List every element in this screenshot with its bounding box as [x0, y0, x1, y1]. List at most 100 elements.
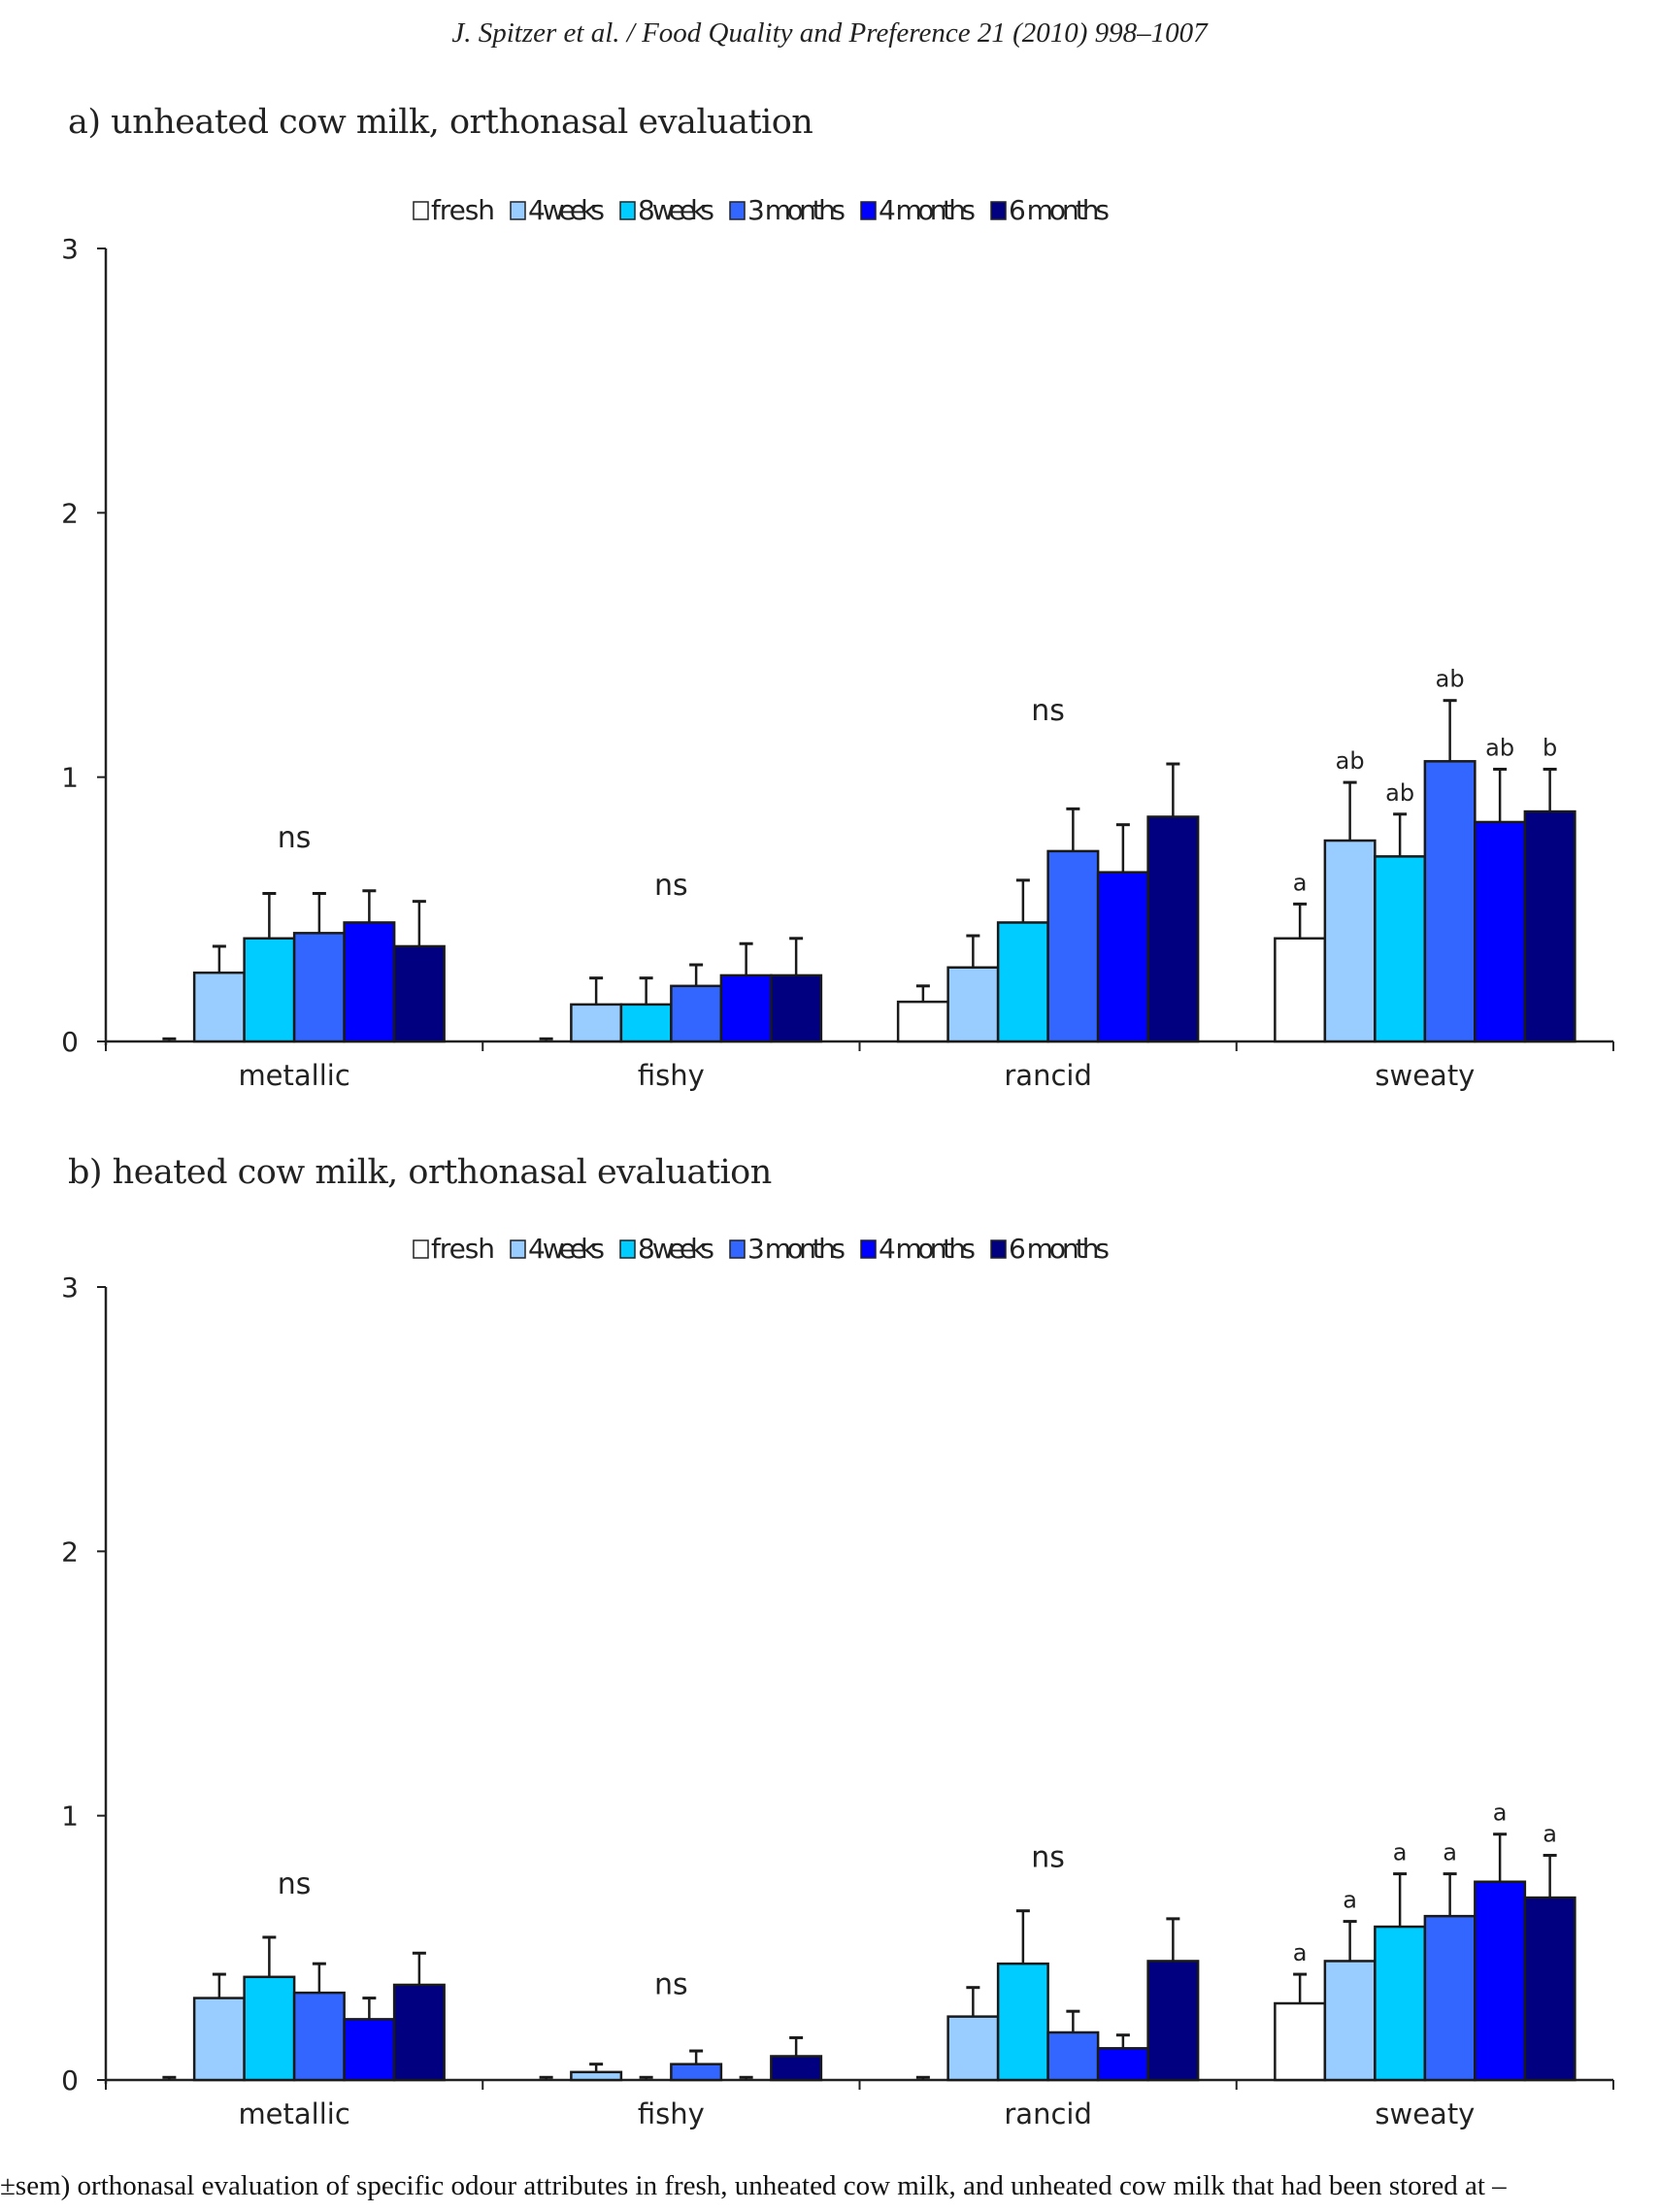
bar-rancid-fresh [896, 1000, 949, 1043]
y-tick-label: 1 [61, 762, 79, 794]
significance-label: a [1343, 1887, 1357, 1914]
significance-label: ab [1436, 666, 1465, 693]
legend-label: 3 months [747, 1233, 846, 1265]
bar-rancid-3-months [1046, 2030, 1100, 2082]
chart-b-title: b) heated cow milk, orthonasal evaluatio… [68, 1153, 772, 1192]
y-tick-label: 3 [61, 233, 79, 265]
significance-label: ab [1336, 747, 1365, 775]
x-tick-label-metallic: metallic [238, 2097, 349, 2130]
x-tick-label-rancid: rancid [1004, 1059, 1091, 1092]
legend-label: 6 months [1009, 1233, 1110, 1265]
legend-label: 3 months [747, 194, 846, 226]
bar-sweaty-3-months [1423, 760, 1477, 1043]
bar-fishy-4-months [719, 974, 773, 1043]
legend-swatch [990, 201, 1007, 220]
legend-label: 4 weeks [528, 1233, 605, 1265]
chart-a-title: a) unheated cow milk, orthonasal evaluat… [68, 103, 813, 142]
significance-label: a [1543, 1821, 1557, 1848]
significance-label: a [1293, 1939, 1308, 1966]
bar-fishy-8-weeks [619, 1003, 673, 1043]
legend-swatch [990, 1239, 1007, 1259]
bar-sweaty-4-weeks [1323, 1960, 1377, 2082]
group-annotation-metallic: ns [278, 1867, 312, 1901]
bar-fishy-3-months [670, 2063, 723, 2082]
bar-sweaty-fresh [1274, 937, 1327, 1043]
legend-label: 6 months [1009, 194, 1110, 226]
legend-item-4-weeks: 4 weeks [510, 1233, 605, 1265]
significance-label: a [1393, 1839, 1408, 1866]
chart-b: fresh 4 weeks 8 weeks 3 months 4 months 6 mon… [61, 1233, 1614, 2130]
legend-label: 8 weeks [638, 1233, 714, 1265]
legend-swatch [510, 201, 526, 220]
bar-metallic-3-months [292, 932, 346, 1043]
legend-item-8-weeks: 8 weeks [619, 1233, 714, 1265]
bar-metallic-4-months [343, 2018, 396, 2082]
bar-rancid-4-weeks [946, 2015, 1000, 2082]
bar-rancid-8-weeks [996, 1962, 1049, 2082]
legend-swatch [413, 1239, 429, 1259]
legend-label: 4 months [879, 1233, 976, 1265]
legend-item-6-months: 6 months [990, 1233, 1110, 1265]
legend-swatch [413, 201, 429, 220]
legend-swatch [510, 1239, 526, 1259]
y-tick-label: 0 [61, 2064, 79, 2096]
bar-fishy-6-months [770, 2055, 823, 2082]
bar-metallic-8-weeks [243, 1975, 296, 2082]
group-annotation-rancid: ns [1031, 694, 1065, 728]
figure-caption: ±sem) orthonasal evaluation of specific … [0, 2170, 1507, 2201]
bar-metallic-6-months [392, 944, 446, 1043]
bar-sweaty-8-weeks [1374, 1925, 1427, 2082]
legend-label: fresh [431, 1233, 495, 1265]
bar-metallic-4-weeks [192, 1997, 246, 2082]
bar-metallic-3-months [292, 1991, 346, 2082]
legend-swatch [619, 1239, 636, 1259]
y-tick-label: 2 [61, 497, 79, 529]
bar-rancid-4-weeks [946, 966, 1000, 1043]
legend-item-8-weeks: 8 weeks [619, 194, 714, 226]
bar-rancid-4-months [1096, 871, 1149, 1043]
significance-label: b [1543, 734, 1557, 761]
bar-sweaty-8-weeks [1374, 855, 1427, 1043]
bar-rancid-3-months [1046, 849, 1100, 1043]
bar-sweaty-fresh [1274, 2001, 1327, 2082]
x-tick-label-fishy: fishy [638, 1059, 705, 1092]
x-tick-label-sweaty: sweaty [1375, 1059, 1475, 1092]
group-annotation-metallic: ns [278, 821, 312, 855]
y-tick-label: 0 [61, 1026, 79, 1058]
group-annotation-fishy: ns [654, 869, 688, 903]
group-annotation-rancid: ns [1031, 1841, 1065, 1875]
bar-sweaty-3-months [1423, 1914, 1477, 2082]
bar-sweaty-6-months [1523, 1896, 1576, 2082]
bar-fishy-3-months [670, 984, 723, 1043]
bar-metallic-8-weeks [243, 937, 296, 1043]
y-tick-label: 1 [61, 1800, 79, 1832]
bar-fishy-4-weeks [570, 2070, 623, 2082]
x-tick-label-metallic: metallic [238, 1059, 349, 1092]
legend-swatch [729, 201, 746, 220]
bar-sweaty-6-months [1523, 809, 1576, 1043]
bar-rancid-6-months [1146, 815, 1200, 1043]
bar-sweaty-4-months [1474, 1880, 1527, 2082]
legend-label: 8 weeks [638, 194, 714, 226]
y-tick-label: 2 [61, 1535, 79, 1568]
legend-item-fresh: fresh [413, 1233, 495, 1265]
bar-metallic-6-months [392, 1983, 446, 2082]
legend-item-6-months: 6 months [990, 194, 1110, 226]
x-tick-label-rancid: rancid [1004, 2097, 1091, 2130]
legend-item-4-months: 4 months [860, 194, 976, 226]
group-annotation-fishy: ns [654, 1967, 688, 2001]
y-tick-label: 3 [61, 1271, 79, 1304]
legend-item-3-months: 3 months [729, 1233, 846, 1265]
bar-rancid-4-months [1096, 2047, 1149, 2082]
bar-sweaty-4-weeks [1323, 839, 1377, 1043]
significance-label: ab [1385, 779, 1414, 807]
x-tick-label-sweaty: sweaty [1375, 2097, 1475, 2130]
bar-rancid-6-months [1146, 1960, 1200, 2082]
legend-swatch [619, 201, 636, 220]
legend-item-4-weeks: 4 weeks [510, 194, 605, 226]
legend-swatch [729, 1239, 746, 1259]
significance-label: a [1493, 1799, 1508, 1827]
significance-label: a [1443, 1839, 1457, 1866]
bar-fishy-6-months [770, 974, 823, 1043]
legend-item-3-months: 3 months [729, 194, 846, 226]
